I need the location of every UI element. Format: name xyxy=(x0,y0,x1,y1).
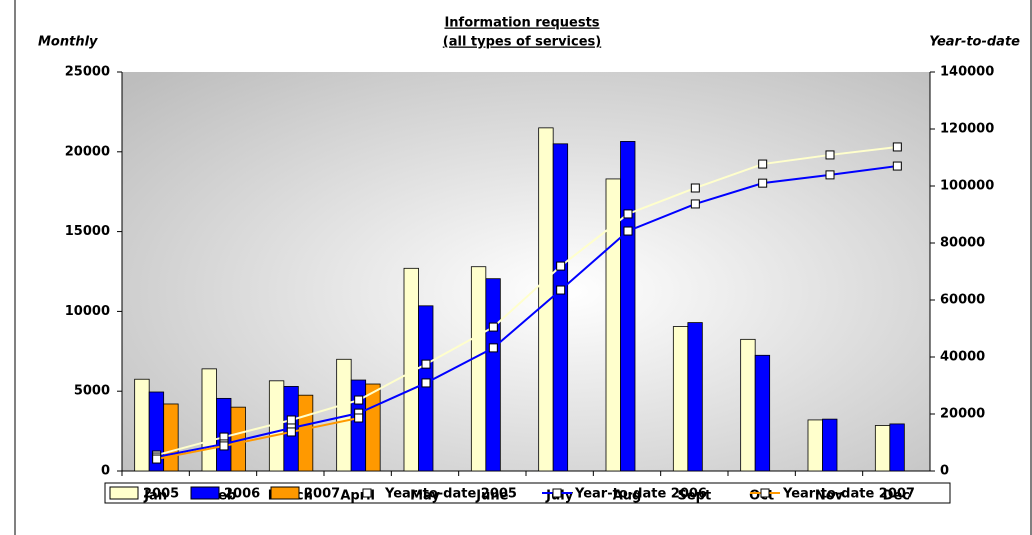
y-axis-label: Monthly xyxy=(38,35,98,50)
bar xyxy=(163,403,179,472)
bar xyxy=(687,322,703,472)
line xyxy=(156,417,359,461)
x-tick-label: Nov xyxy=(815,489,844,504)
bar xyxy=(134,378,150,472)
line-marker xyxy=(556,261,566,271)
line xyxy=(156,165,898,459)
y2-tick-label: 0 xyxy=(940,464,949,479)
y2-tick-label: 100000 xyxy=(940,179,994,194)
line-marker xyxy=(758,159,768,169)
line-marker xyxy=(286,427,296,437)
line-marker xyxy=(152,454,162,464)
legend-label: Year-to-date 2006 xyxy=(574,487,707,502)
line-marker xyxy=(556,285,566,295)
y2-tick-label: 80000 xyxy=(940,236,985,251)
y2-tick-label: 140000 xyxy=(940,65,994,80)
legend-label: Year-to-date 2007 xyxy=(782,487,915,502)
y-tick-label: 5000 xyxy=(74,384,110,399)
x-tick-label: Sept xyxy=(677,489,711,504)
bar xyxy=(605,178,621,472)
plot-area xyxy=(122,72,930,471)
y-tick-label: 25000 xyxy=(65,65,110,80)
legend-marker xyxy=(552,488,562,498)
line-marker xyxy=(354,395,364,405)
y-tick-label: 10000 xyxy=(65,304,110,319)
bar xyxy=(297,394,314,472)
line-marker xyxy=(825,170,835,180)
line-marker xyxy=(421,359,431,369)
bar xyxy=(874,425,891,472)
bar xyxy=(350,379,367,472)
y2-tick-label: 40000 xyxy=(940,350,985,365)
y2-axis-label: Year-to-date xyxy=(929,35,1020,50)
legend-label: Year-to-date 2005 xyxy=(384,487,517,502)
line-marker xyxy=(623,209,633,219)
legend-label: 2007 xyxy=(304,487,340,502)
legend-marker xyxy=(760,488,770,498)
line-marker xyxy=(421,378,431,388)
bar xyxy=(822,418,838,472)
x-tick-label: Jan xyxy=(143,489,167,504)
line-marker xyxy=(623,226,633,236)
y-tick-label: 0 xyxy=(101,464,110,479)
legend-marker xyxy=(362,488,372,498)
line-marker xyxy=(690,183,700,193)
bar xyxy=(470,266,487,472)
bar xyxy=(418,305,434,472)
legend-swatch xyxy=(109,486,139,500)
line-marker xyxy=(892,161,902,171)
line-marker xyxy=(286,415,296,425)
bar xyxy=(889,423,905,472)
chart-title: Information requests xyxy=(444,16,599,31)
x-tick-label: Aug xyxy=(613,489,642,504)
x-tick-label: May xyxy=(410,489,440,504)
y2-tick-label: 120000 xyxy=(940,122,994,137)
bar xyxy=(807,419,823,472)
bar xyxy=(672,326,689,472)
x-tick-label: June xyxy=(475,489,508,504)
line-marker xyxy=(825,150,835,160)
bar xyxy=(201,368,217,472)
line-marker xyxy=(354,413,364,423)
legend-label: 2005 xyxy=(143,487,179,502)
y-tick-label: 15000 xyxy=(65,224,110,239)
line-marker xyxy=(219,441,229,451)
bar xyxy=(552,143,569,472)
line-marker xyxy=(690,199,700,209)
line-marker xyxy=(892,142,902,152)
bar xyxy=(485,278,501,472)
chart-subtitle: (all types of services) xyxy=(443,35,601,50)
bar xyxy=(754,354,771,472)
legend-label: 2006 xyxy=(224,487,260,502)
legend-swatch xyxy=(190,486,220,500)
line-marker xyxy=(488,343,498,353)
line xyxy=(156,145,898,457)
bar xyxy=(620,141,636,472)
legend-swatch xyxy=(270,486,300,500)
legend xyxy=(104,482,951,504)
y2-tick-label: 20000 xyxy=(940,407,985,422)
y2-tick-label: 60000 xyxy=(940,293,985,308)
bar xyxy=(740,338,756,472)
y-tick-label: 20000 xyxy=(65,144,110,159)
bar xyxy=(365,383,381,472)
line-marker xyxy=(488,322,498,332)
line-marker xyxy=(758,178,768,188)
x-tick-label: Dec xyxy=(883,489,910,504)
